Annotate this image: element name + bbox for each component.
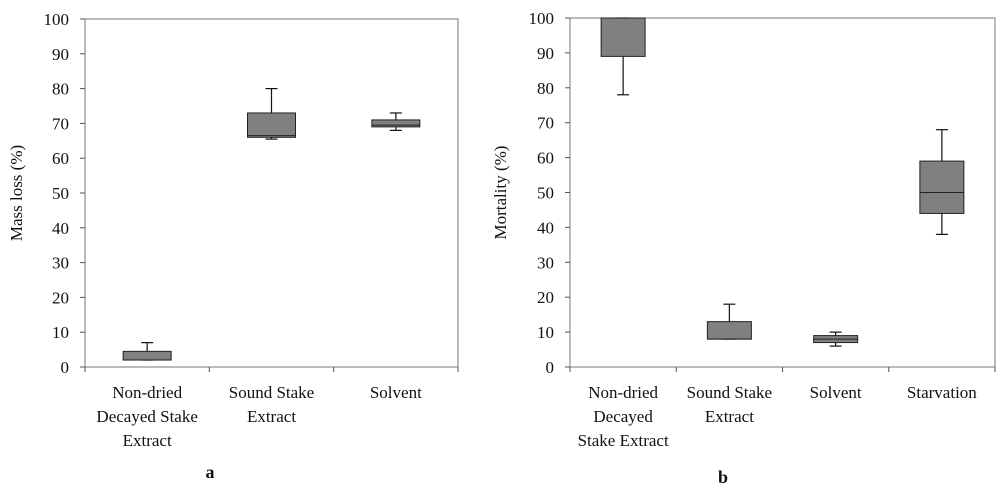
x-tick-label: Extract <box>705 407 754 426</box>
x-tick-label: Decayed Stake <box>96 407 197 426</box>
x-tick-label: Extract <box>123 431 172 450</box>
y-tick-label: 50 <box>537 184 554 203</box>
panel-label: a <box>206 462 215 482</box>
y-tick-label: 50 <box>52 184 69 203</box>
chart-panel-a: 0 10 20 30 40 50 60 70 80 90 100 Mass loss (%) Non-d… <box>7 10 459 482</box>
y-tick-label: 0 <box>546 358 555 377</box>
y-tick-label: 30 <box>52 254 69 273</box>
x-tick-label: Solvent <box>370 383 422 402</box>
y-tick-label: 90 <box>537 44 554 63</box>
y-axis-label: Mortality (%) <box>491 146 510 240</box>
y-tick-label: 60 <box>52 149 69 168</box>
box-iqr <box>600 17 646 57</box>
y-tick-label: 90 <box>52 45 69 64</box>
y-tick-label: 20 <box>537 288 554 307</box>
y-tick-label: 80 <box>52 80 69 99</box>
x-tick-label: Sound Stake <box>229 383 314 402</box>
box-iqr <box>247 112 296 138</box>
y-tick-label: 10 <box>537 323 554 342</box>
x-tick-label: Stake Extract <box>578 431 669 450</box>
y-tick-label: 0 <box>61 358 70 377</box>
y-tick-label: 10 <box>52 323 69 342</box>
y-tick-label: 40 <box>52 219 69 238</box>
x-tick-label: Decayed <box>593 407 653 426</box>
x-tick-label: Starvation <box>907 383 977 402</box>
y-tick-label: 70 <box>537 114 554 133</box>
y-tick-label: 30 <box>537 253 554 272</box>
x-tick-label: Non-dried <box>588 383 658 402</box>
box-iqr <box>706 321 752 340</box>
x-tick-label: Solvent <box>810 383 862 402</box>
plot-frame <box>84 18 459 368</box>
y-tick-label: 80 <box>537 79 554 98</box>
box-iqr <box>371 119 421 128</box>
x-tick-label: Sound Stake <box>687 383 772 402</box>
y-axis-label: Mass loss (%) <box>7 145 26 241</box>
y-tick-label: 100 <box>529 9 555 28</box>
x-tick-label: Extract <box>247 407 296 426</box>
chart-panel-b: 0 10 20 30 40 50 60 70 80 90 100 Mortality (%) Non-d… <box>491 9 996 487</box>
panel-label: b <box>718 467 728 487</box>
y-tick-label: 20 <box>52 288 69 307</box>
y-tick-label: 100 <box>44 10 70 29</box>
x-tick-label: Non-dried <box>112 383 182 402</box>
box-iqr <box>122 350 172 361</box>
y-tick-label: 60 <box>537 149 554 168</box>
box-iqr <box>919 160 965 214</box>
y-tick-label: 70 <box>52 114 69 133</box>
y-tick-label: 40 <box>537 218 554 237</box>
